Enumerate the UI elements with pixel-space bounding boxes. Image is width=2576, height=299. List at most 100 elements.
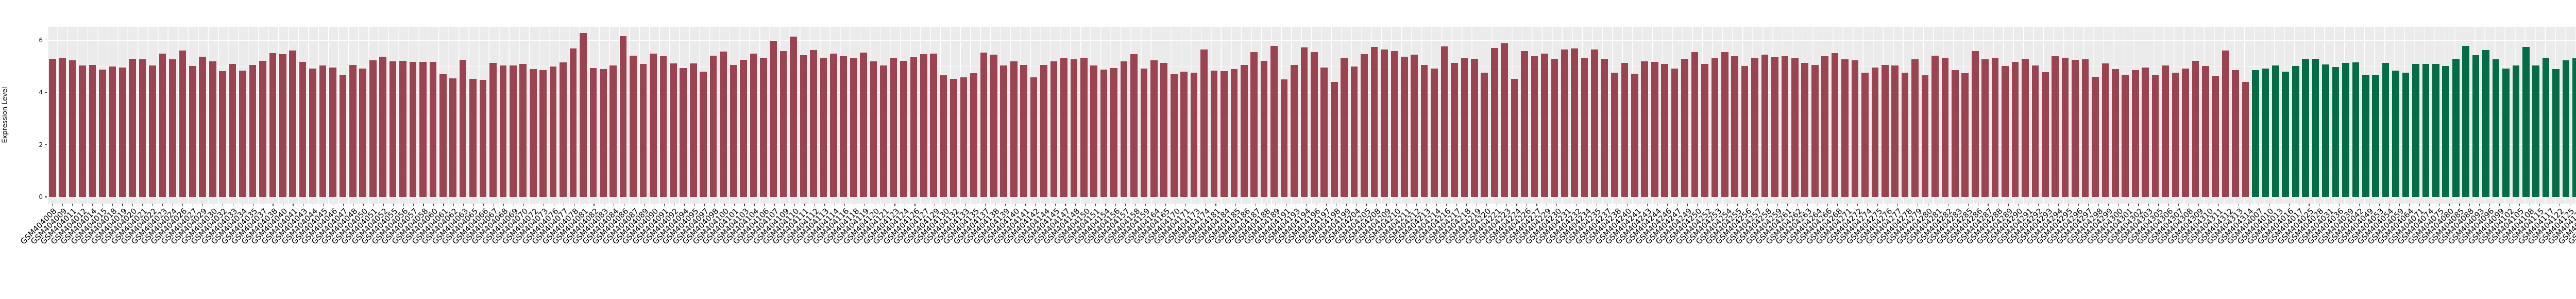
x-tick xyxy=(1446,204,1447,206)
x-tick xyxy=(62,204,63,206)
bar xyxy=(199,57,207,197)
bar xyxy=(289,51,297,197)
x-tick xyxy=(162,204,163,206)
x-tick xyxy=(2018,204,2019,206)
bar xyxy=(2532,65,2540,197)
bar xyxy=(2162,65,2169,197)
bar xyxy=(349,65,357,197)
bar xyxy=(560,62,567,197)
bar xyxy=(970,73,977,197)
bar xyxy=(1561,49,1568,197)
x-tick xyxy=(844,204,845,206)
bar xyxy=(1791,58,1799,197)
x-tick xyxy=(1777,204,1778,206)
x-tick xyxy=(2399,204,2400,206)
bar xyxy=(1871,68,1879,197)
bar xyxy=(359,68,367,197)
bar xyxy=(790,36,797,197)
bar xyxy=(2372,74,2380,197)
bar xyxy=(1921,75,1929,197)
bar xyxy=(2482,50,2489,197)
bar xyxy=(319,65,327,197)
bar xyxy=(2562,60,2570,197)
bar xyxy=(159,54,166,197)
bar xyxy=(1010,61,1018,197)
bar xyxy=(1200,49,1208,197)
bar xyxy=(2092,77,2099,197)
x-tick xyxy=(2409,204,2410,206)
x-tick xyxy=(1968,204,1969,206)
bar xyxy=(1280,79,1288,197)
x-tick xyxy=(2289,204,2290,206)
bar xyxy=(1291,65,1298,197)
bar xyxy=(1511,78,1518,197)
bar xyxy=(229,64,236,197)
bar xyxy=(860,52,867,197)
bar xyxy=(1971,51,1979,197)
x-tick xyxy=(112,204,113,206)
x-tick xyxy=(1697,204,1698,206)
bar xyxy=(1761,55,1769,197)
bar xyxy=(1391,51,1398,197)
bar xyxy=(419,62,427,197)
bar xyxy=(2382,63,2389,197)
plot-panel xyxy=(47,27,2576,204)
bar xyxy=(2131,70,2139,197)
bar xyxy=(469,79,477,197)
bar xyxy=(1591,49,1598,197)
bar xyxy=(1431,68,1438,197)
x-tick xyxy=(985,204,986,206)
bar xyxy=(1471,58,1478,197)
bar xyxy=(680,68,687,197)
bar xyxy=(900,60,907,197)
bar xyxy=(599,69,607,197)
x-tick xyxy=(724,204,725,206)
bar xyxy=(1420,65,1428,197)
x-tick xyxy=(1356,204,1357,206)
bar xyxy=(1941,58,1949,197)
bar xyxy=(2011,62,2019,197)
bar xyxy=(759,57,767,197)
bar xyxy=(639,64,647,197)
bar xyxy=(1400,57,1408,197)
x-tick xyxy=(2178,204,2179,206)
x-tick xyxy=(2128,204,2129,206)
bar xyxy=(1801,62,1809,197)
bar xyxy=(1311,52,1318,197)
bar xyxy=(249,65,257,197)
bar xyxy=(2552,69,2560,197)
bar xyxy=(920,54,927,197)
bar xyxy=(459,60,467,197)
bar xyxy=(329,68,336,197)
x-tick xyxy=(202,204,204,206)
bars-container xyxy=(47,27,2576,204)
x-tick xyxy=(794,204,795,206)
x-tick xyxy=(2449,204,2450,206)
x-tick xyxy=(2148,204,2149,206)
bar xyxy=(69,60,76,197)
bar xyxy=(580,32,587,197)
bar xyxy=(779,51,787,197)
bar xyxy=(700,71,707,197)
bar xyxy=(299,62,307,197)
x-tick xyxy=(704,204,705,206)
bar xyxy=(1040,64,1047,197)
bar xyxy=(820,57,827,197)
bar xyxy=(2252,70,2259,197)
bar xyxy=(1811,64,1819,197)
x-tick xyxy=(1747,204,1748,206)
bar xyxy=(1691,52,1699,197)
bar xyxy=(1671,68,1679,197)
bar xyxy=(650,53,657,197)
bar xyxy=(1531,56,1538,197)
y-tick-label: 4 xyxy=(39,89,43,96)
x-tick xyxy=(413,204,414,206)
bar xyxy=(2502,68,2510,197)
bar xyxy=(990,54,997,197)
bar xyxy=(529,69,537,197)
bar xyxy=(1190,73,1198,197)
x-tick xyxy=(2469,204,2470,206)
bar xyxy=(830,53,837,197)
x-tick xyxy=(1235,204,1236,206)
